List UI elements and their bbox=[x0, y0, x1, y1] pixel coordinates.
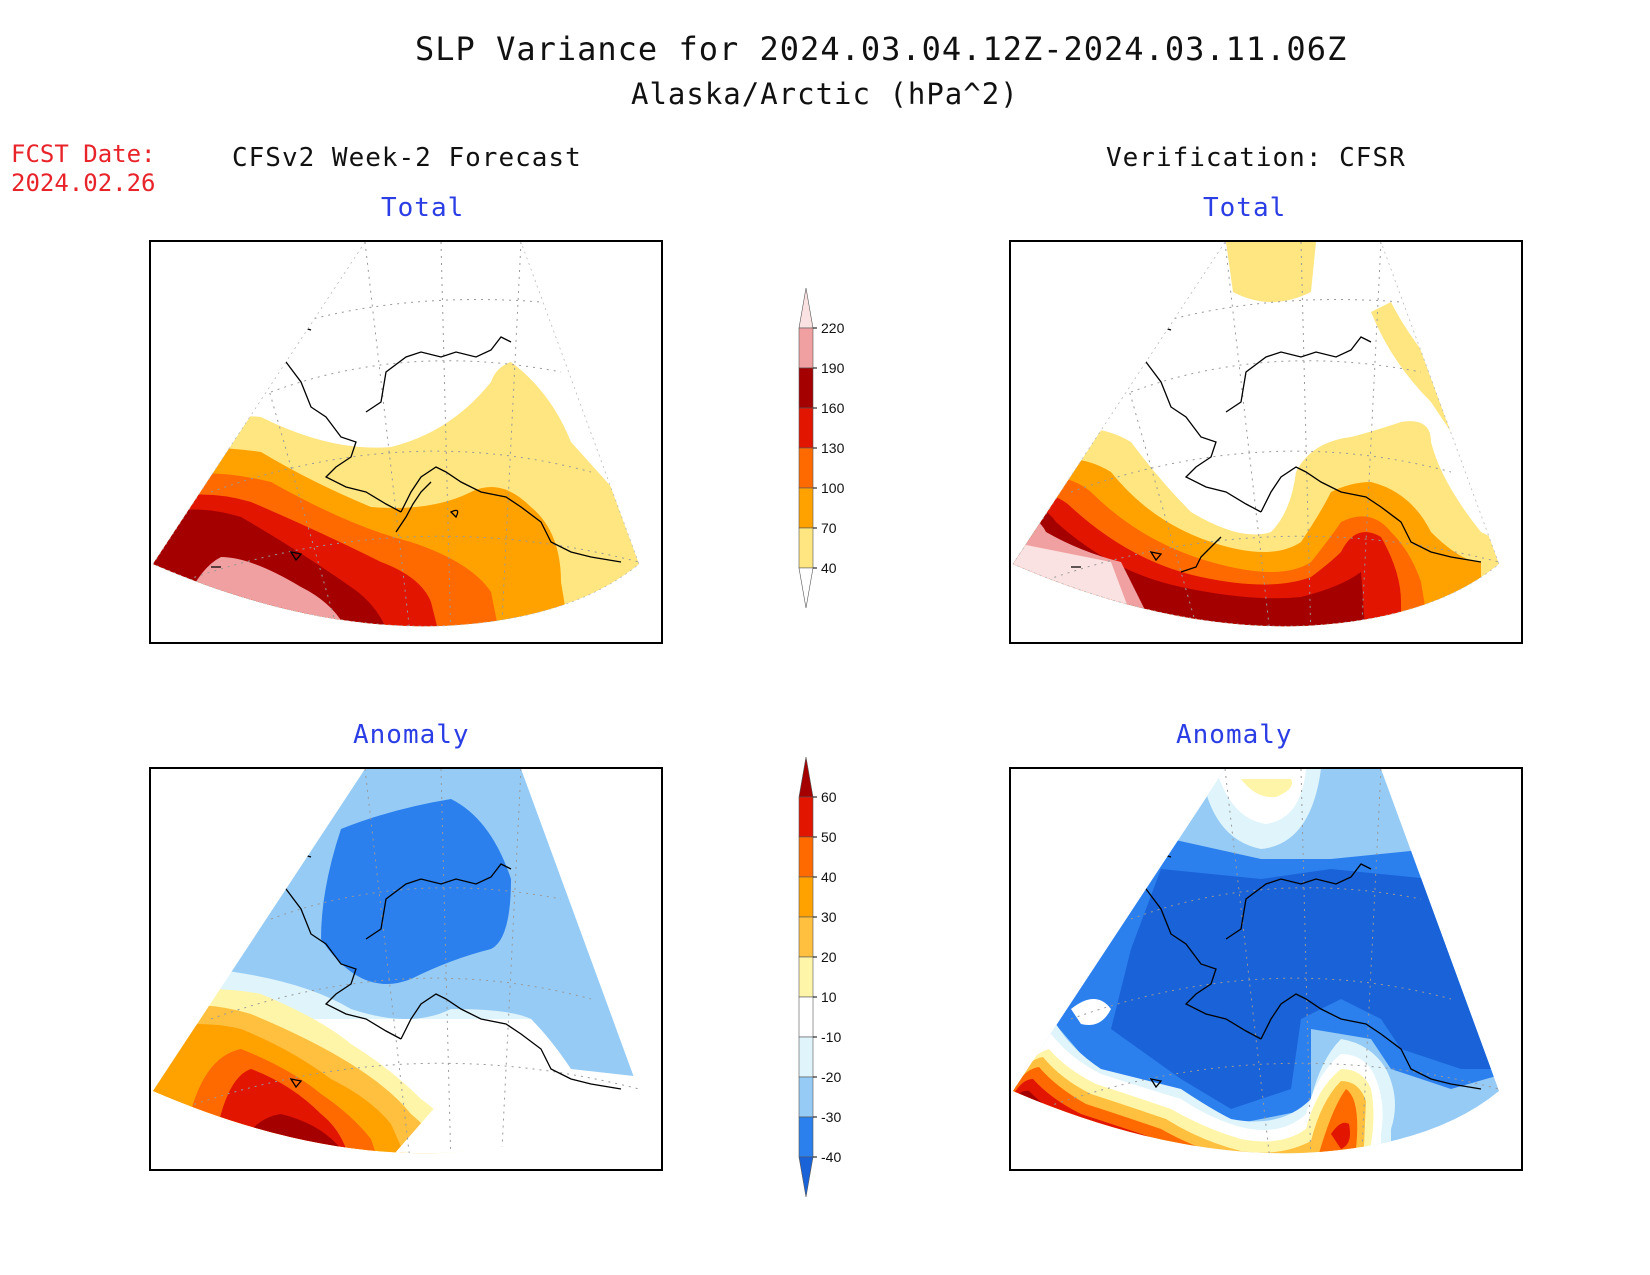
panel-label-forecast-total: Total bbox=[381, 193, 465, 223]
map-forecast-total bbox=[149, 240, 663, 644]
colorbar-total: 40 70 100 130 160 190 220 bbox=[795, 282, 865, 616]
colorbar-swatch bbox=[798, 836, 814, 878]
colorbar-tick-label: 100 bbox=[821, 480, 845, 496]
colorbar-swatch bbox=[798, 567, 814, 609]
colorbar-swatch bbox=[798, 1076, 814, 1118]
colorbar-swatch bbox=[798, 1116, 814, 1158]
colorbar-swatch bbox=[798, 447, 814, 489]
colorbar-tick-label: -20 bbox=[821, 1069, 841, 1085]
page-title: SLP Variance for 2024.03.04.12Z-2024.03.… bbox=[415, 30, 1348, 68]
colorbar-swatch bbox=[798, 996, 814, 1038]
fcst-date-label: FCST Date: bbox=[11, 140, 156, 168]
colorbar-tick-label: 40 bbox=[821, 560, 837, 576]
panel-label-verification-total: Total bbox=[1203, 193, 1287, 223]
colorbar-swatch bbox=[798, 287, 814, 329]
colorbar-total-svg: 40 70 100 130 160 190 220 bbox=[798, 287, 845, 609]
colorbar-anomaly: -40 -30 -20 -10 10 20 30 40 50 60 bbox=[795, 753, 865, 1205]
fcst-date-value: 2024.02.26 bbox=[11, 169, 156, 197]
colorbar-tick-label: 160 bbox=[821, 400, 845, 416]
page-subtitle: Alaska/Arctic (hPa^2) bbox=[631, 77, 1019, 111]
colorbar-tick-label: -30 bbox=[821, 1109, 841, 1125]
colorbar-swatch bbox=[798, 407, 814, 449]
colorbar-swatch bbox=[798, 956, 814, 998]
verification-column-heading: Verification: CFSR bbox=[1106, 143, 1406, 173]
colorbar-swatch bbox=[798, 1036, 814, 1078]
map-verification-anomaly bbox=[1009, 767, 1523, 1171]
colorbar-tick-label: 50 bbox=[821, 829, 837, 845]
colorbar-swatch bbox=[798, 916, 814, 958]
colorbar-tick-label: 220 bbox=[821, 320, 845, 336]
panel-label-forecast-anomaly: Anomaly bbox=[353, 720, 470, 750]
colorbar-swatch bbox=[798, 876, 814, 918]
colorbar-tick-label: 30 bbox=[821, 909, 837, 925]
forecast-column-heading: CFSv2 Week-2 Forecast bbox=[232, 143, 582, 173]
colorbar-swatch bbox=[798, 796, 814, 838]
colorbar-tick-label: 190 bbox=[821, 360, 845, 376]
colorbar-tick-label: -40 bbox=[821, 1149, 841, 1165]
colorbar-swatch bbox=[798, 756, 814, 798]
colorbar-tick-label: 10 bbox=[821, 989, 837, 1005]
map-forecast-anomaly bbox=[149, 767, 663, 1171]
colorbar-tick-label: 70 bbox=[821, 520, 837, 536]
colorbar-anomaly-svg: -40 -30 -20 -10 10 20 30 40 50 60 bbox=[798, 756, 841, 1198]
colorbar-tick-label: 40 bbox=[821, 869, 837, 885]
colorbar-swatch bbox=[798, 527, 814, 569]
colorbar-swatch bbox=[798, 487, 814, 529]
colorbar-tick-label: 60 bbox=[821, 789, 837, 805]
colorbar-tick-label: -10 bbox=[821, 1029, 841, 1045]
colorbar-swatch bbox=[798, 1156, 814, 1198]
colorbar-swatch bbox=[798, 367, 814, 409]
map-verification-total bbox=[1009, 240, 1523, 644]
colorbar-tick-label: 130 bbox=[821, 440, 845, 456]
colorbar-tick-label: 20 bbox=[821, 949, 837, 965]
colorbar-swatch bbox=[798, 327, 814, 369]
panel-label-verification-anomaly: Anomaly bbox=[1176, 720, 1293, 750]
